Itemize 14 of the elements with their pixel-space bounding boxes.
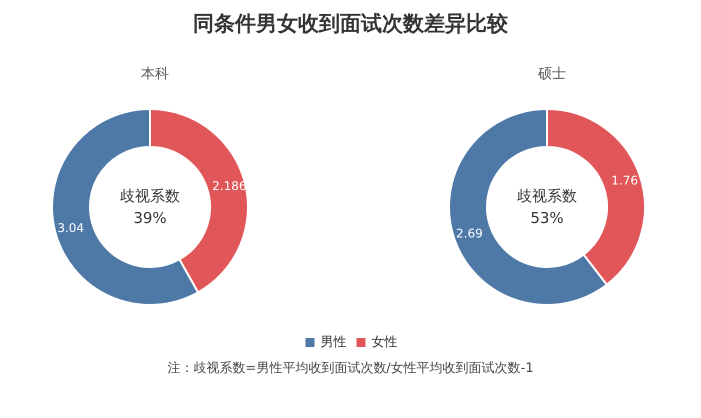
data-label: 1.76 [611, 174, 638, 188]
legend-label: 男性 [320, 335, 346, 350]
text: 53% [530, 209, 564, 227]
data-label: 3.04 [57, 220, 84, 235]
text: 歧视系数 [517, 187, 577, 205]
text: 39% [133, 209, 167, 227]
slice-label: 硕士 [537, 66, 566, 82]
chart-title: 同条件男女收到面试次数差异比较 [193, 12, 509, 36]
text: 注：歧视系数=男性平均收到面试次数/女性平均收到面试次数-1 [167, 361, 534, 376]
legend-label: 女性 [372, 335, 398, 350]
data-label: 2.69 [456, 226, 483, 240]
text: 歧视系数 [120, 187, 180, 205]
data-label: 2.186 [212, 179, 246, 194]
slice-label: 本科 [141, 66, 169, 82]
